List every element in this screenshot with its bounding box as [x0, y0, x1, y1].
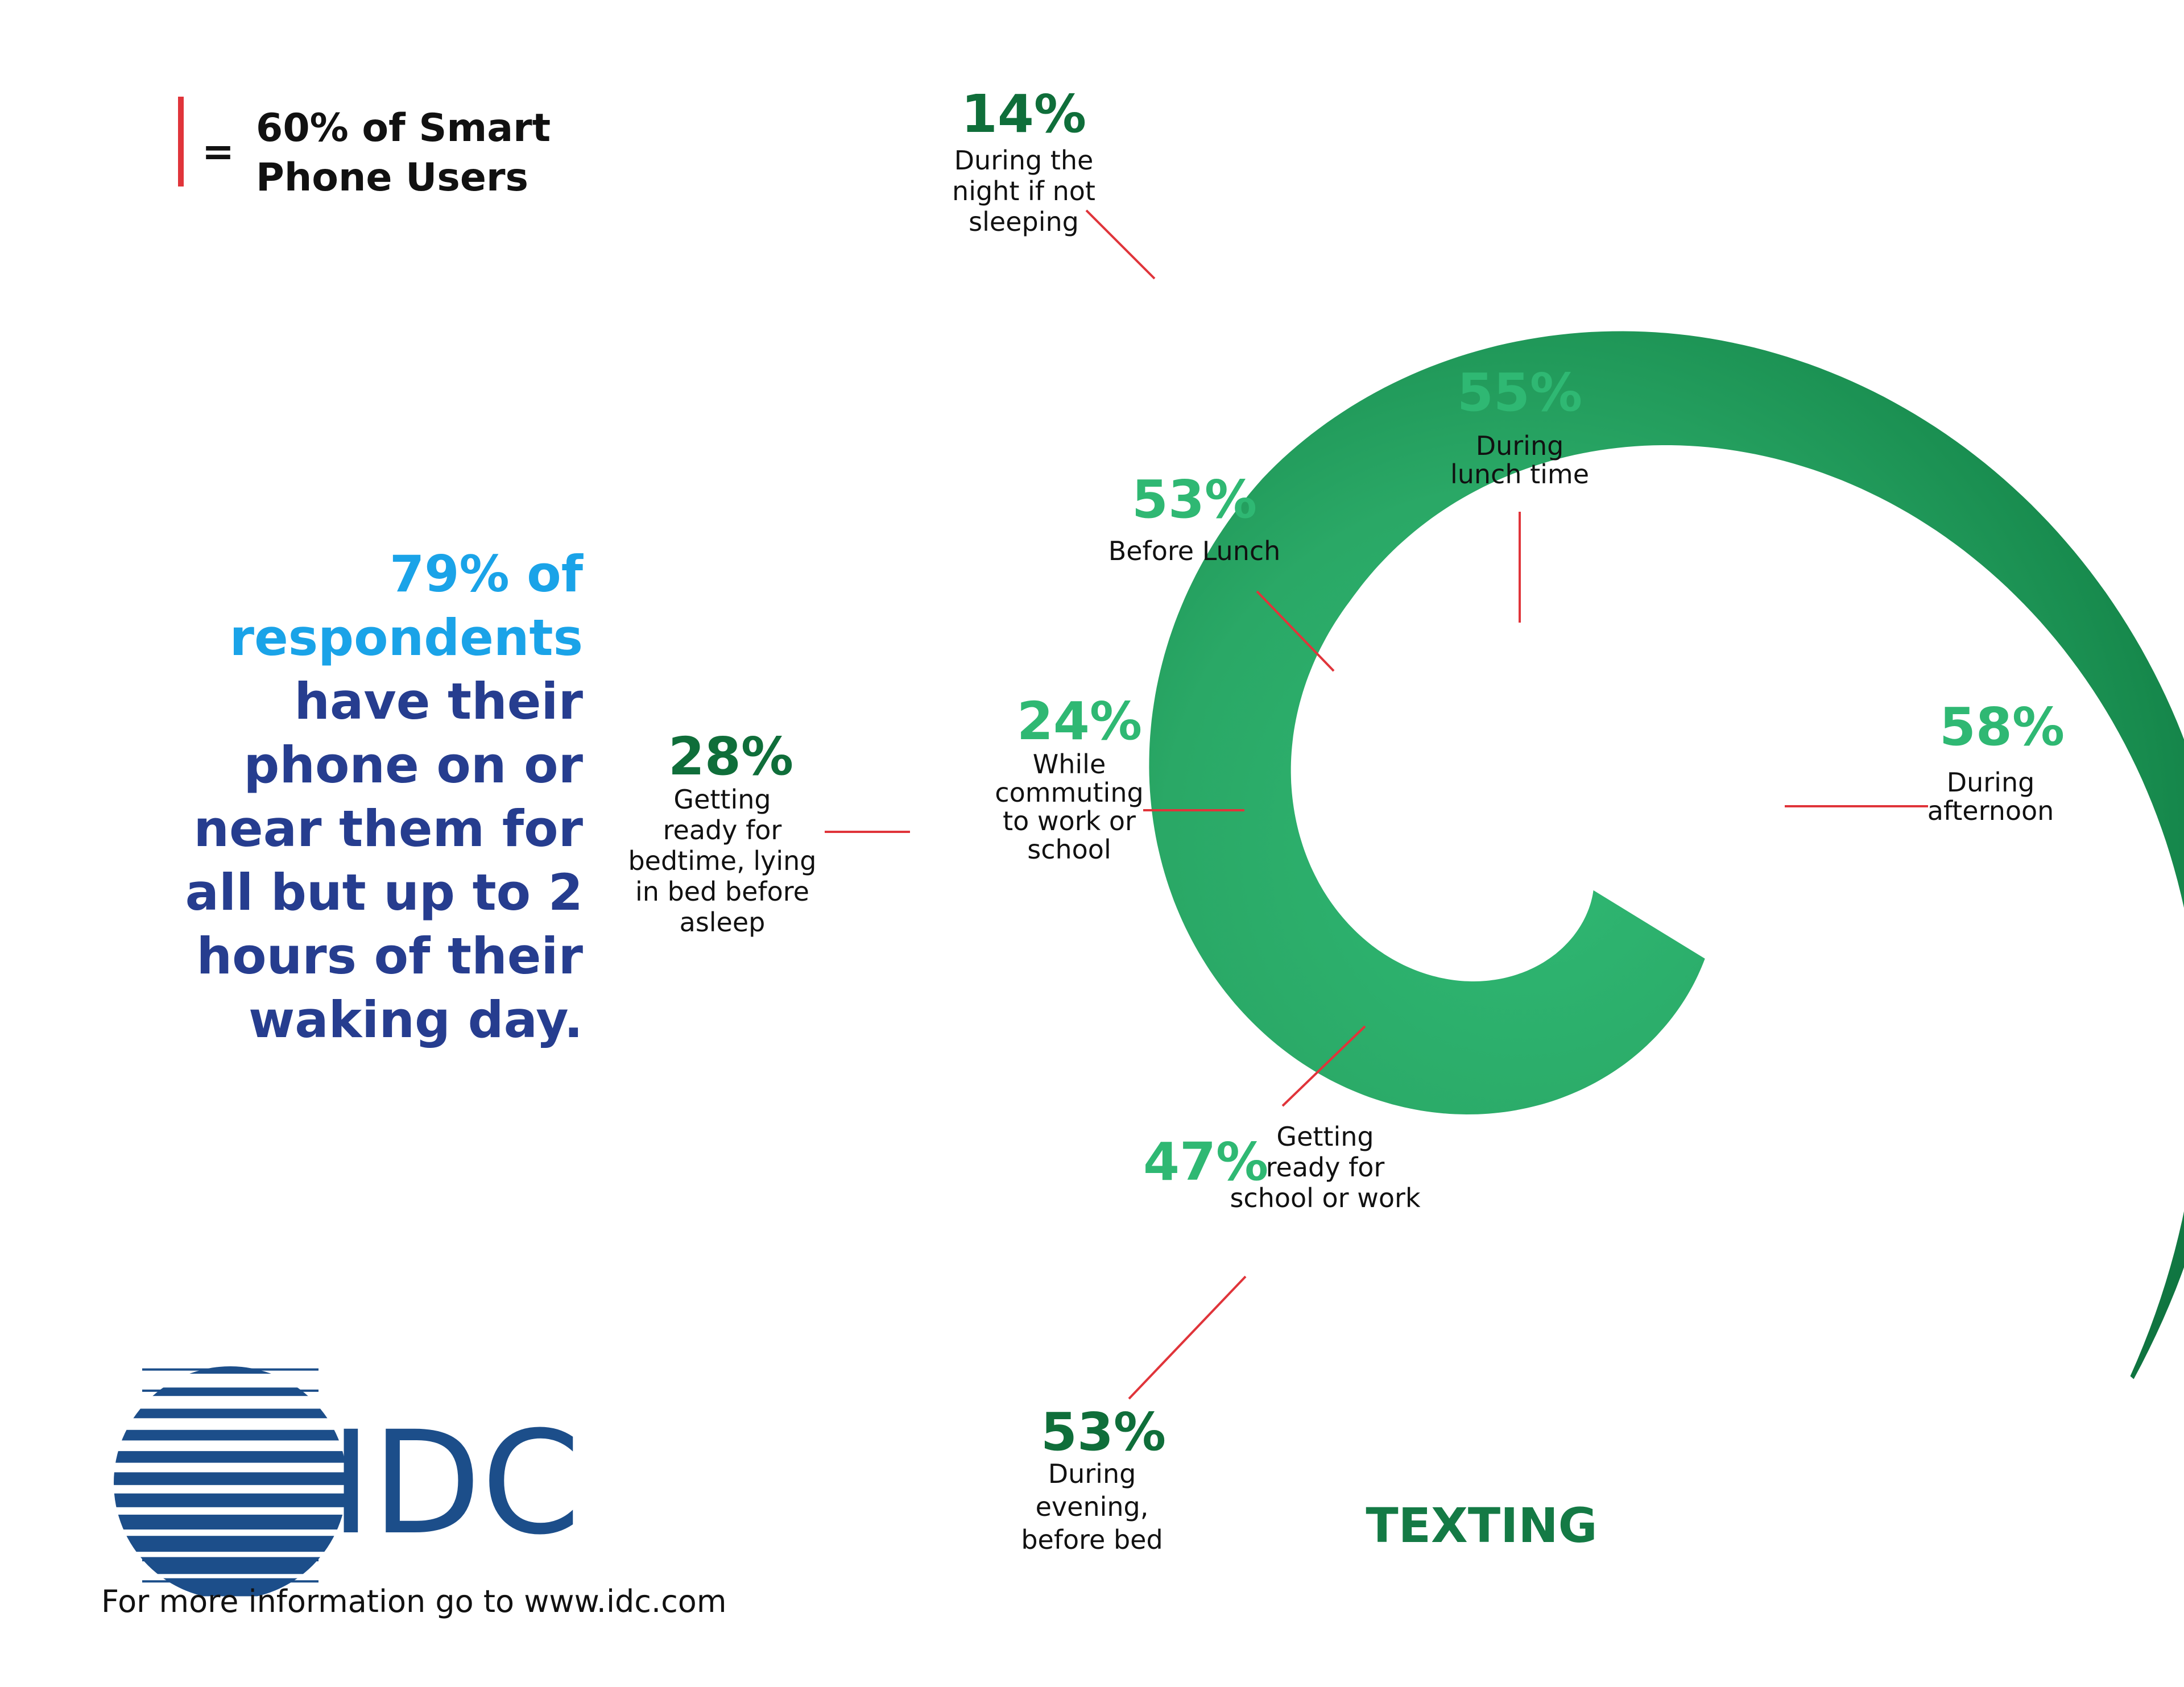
headline-line-1: 79% of — [390, 545, 584, 603]
data-label-value: 24% — [1017, 691, 1142, 752]
data-label-text: Getting — [1276, 1121, 1374, 1152]
data-label-text: During the — [954, 145, 1094, 176]
data-label-value: 47% — [1143, 1131, 1268, 1192]
headline: 79% of respondents have their phone on o… — [185, 545, 584, 1049]
legend-line-2: Phone Users — [256, 155, 528, 200]
headline-line-4: phone on or — [243, 736, 583, 794]
data-label-text: During — [1048, 1458, 1136, 1489]
data-label-value: 53% — [1041, 1402, 1166, 1462]
data-label-text: school or work — [1230, 1183, 1420, 1213]
idc-globe-icon — [114, 1366, 347, 1597]
data-label-value: 14% — [961, 84, 1086, 144]
data-label-text: commuting — [995, 777, 1143, 808]
data-label-text: bedtime, lying — [628, 845, 816, 876]
data-label-text: While — [1033, 749, 1106, 780]
legend-equals: = — [202, 130, 234, 175]
data-label-text: to work or — [1003, 806, 1136, 836]
data-label-text: Before Lunch — [1108, 536, 1281, 566]
spiral-band — [1149, 331, 2184, 1379]
leader-line — [1128, 1275, 1247, 1400]
data-label-value: 58% — [1939, 697, 2065, 757]
footer-info: For more information go to www.idc.com — [101, 1584, 726, 1619]
data-label-text: During — [1947, 767, 2035, 798]
data-label-text: school — [1027, 834, 1111, 865]
headline-line-2: respondents — [230, 608, 583, 667]
legend-marker — [178, 97, 184, 186]
headline-line-7: hours of their — [196, 927, 583, 985]
data-label-text: ready for — [663, 815, 782, 845]
data-label-text: asleep — [680, 907, 766, 938]
leader-line — [1256, 590, 1335, 672]
idc-logo: IDC — [114, 1366, 581, 1597]
headline-line-6: all but up to 2 — [185, 863, 583, 922]
data-label-text: afternoon — [1927, 795, 2054, 826]
data-label: 53% Before Lunch — [1108, 469, 1281, 566]
data-label-text: in bed before — [635, 876, 809, 907]
headline-line-3: have their — [294, 672, 583, 731]
data-label-text: night if not — [952, 176, 1095, 206]
data-label-text: Getting — [673, 784, 771, 815]
data-label-value: 55% — [1457, 362, 1582, 423]
data-label-text: before bed — [1021, 1524, 1163, 1555]
idc-wordmark: IDC — [330, 1400, 581, 1566]
data-label-text: During — [1476, 430, 1564, 461]
leader-line — [1085, 209, 1156, 280]
data-label-value: 28% — [668, 726, 793, 787]
headline-line-5: near them for — [193, 799, 583, 858]
chart-title: TEXTING — [1366, 1498, 1597, 1553]
data-label-value: 53% — [1132, 469, 1257, 530]
headline-line-8: waking day. — [249, 990, 583, 1049]
legend: = 60% of Smart Phone Users — [178, 97, 551, 200]
data-label-text: sleeping — [969, 206, 1079, 237]
legend-line-1: 60% of Smart — [256, 106, 551, 151]
data-label-text: ready for — [1266, 1152, 1385, 1183]
leader-line — [1281, 1025, 1366, 1107]
data-label-text: lunch time — [1450, 459, 1589, 490]
data-label-text: evening, — [1036, 1491, 1149, 1522]
